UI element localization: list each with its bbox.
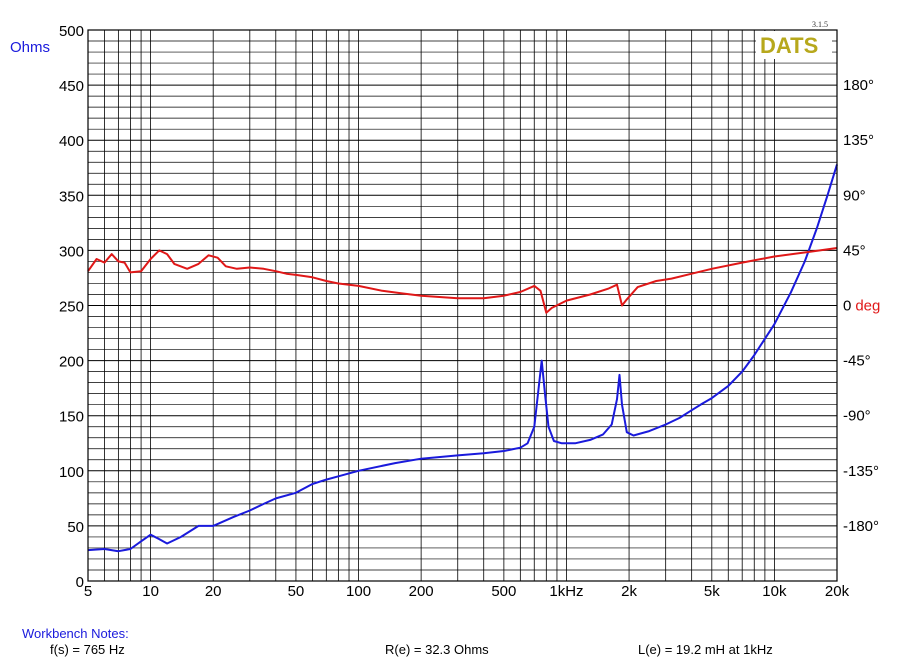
workbench-notes-title: Workbench Notes: bbox=[22, 626, 129, 641]
x-tick-label: 10 bbox=[142, 583, 159, 600]
version-label: 3.1.5 bbox=[812, 20, 828, 29]
fs-note: f(s) = 765 Hz bbox=[50, 642, 125, 657]
y-right-unit: deg bbox=[855, 298, 880, 315]
x-tick-label: 50 bbox=[288, 583, 305, 600]
y-right-tick-label: 180° bbox=[843, 77, 874, 94]
y-left-tick-label: 200 bbox=[59, 354, 84, 371]
y-left-tick-label: 0 bbox=[76, 574, 84, 591]
y-right-tick-label: 0 deg bbox=[843, 298, 880, 315]
x-tick-label: 20k bbox=[825, 583, 850, 600]
brand-backdrop bbox=[756, 31, 832, 59]
le-note: L(e) = 19.2 mH at 1kHz bbox=[638, 642, 773, 657]
y-right-tick-label: -90° bbox=[843, 408, 871, 425]
x-tick-label: 10k bbox=[762, 583, 787, 600]
dats-logo: DATS bbox=[760, 33, 818, 58]
y-left-tick-label: 350 bbox=[59, 188, 84, 205]
y-right-tick-label: 90° bbox=[843, 187, 866, 204]
phase-curve bbox=[87, 247, 838, 314]
y-right-tick-label: -45° bbox=[843, 353, 871, 370]
y-left-tick-label: 150 bbox=[59, 409, 84, 426]
x-tick-label: 5k bbox=[704, 583, 720, 600]
chart-series bbox=[87, 164, 838, 553]
x-tick-label: 200 bbox=[409, 583, 434, 600]
y-left-tick-label: 450 bbox=[59, 78, 84, 95]
y-left-tick-label: 400 bbox=[59, 133, 84, 150]
y-right-tick-label: -180° bbox=[843, 518, 879, 535]
re-note: R(e) = 32.3 Ohms bbox=[385, 642, 489, 657]
chart-ticks: 5 10 20 50 100 200 500 1kHz 2k 5k 10k 20k 0 50 100 150 2… bbox=[59, 23, 880, 600]
y-left-tick-label: 500 bbox=[59, 23, 84, 40]
x-tick-label: 1kHz bbox=[549, 583, 583, 600]
y-right-tick-label: -135° bbox=[843, 463, 879, 480]
y-left-tick-label: 300 bbox=[59, 243, 84, 260]
y-right-tick-label: 135° bbox=[843, 132, 874, 149]
chart-grid bbox=[87, 29, 838, 582]
plot-frame bbox=[87, 29, 838, 582]
y-left-tick-label: 50 bbox=[67, 519, 84, 536]
impedance-curve bbox=[87, 164, 838, 553]
x-tick-label: 20 bbox=[205, 583, 222, 600]
y-right-tick-label: 45° bbox=[843, 242, 866, 259]
x-tick-label: 2k bbox=[621, 583, 637, 600]
y-left-tick-label: 250 bbox=[59, 299, 84, 316]
x-tick-label: 100 bbox=[346, 583, 371, 600]
x-tick-label: 500 bbox=[491, 583, 516, 600]
x-tick-label: 5 bbox=[84, 583, 92, 600]
left-axis-unit: Ohms bbox=[10, 39, 50, 56]
y-left-tick-label: 100 bbox=[59, 464, 84, 481]
